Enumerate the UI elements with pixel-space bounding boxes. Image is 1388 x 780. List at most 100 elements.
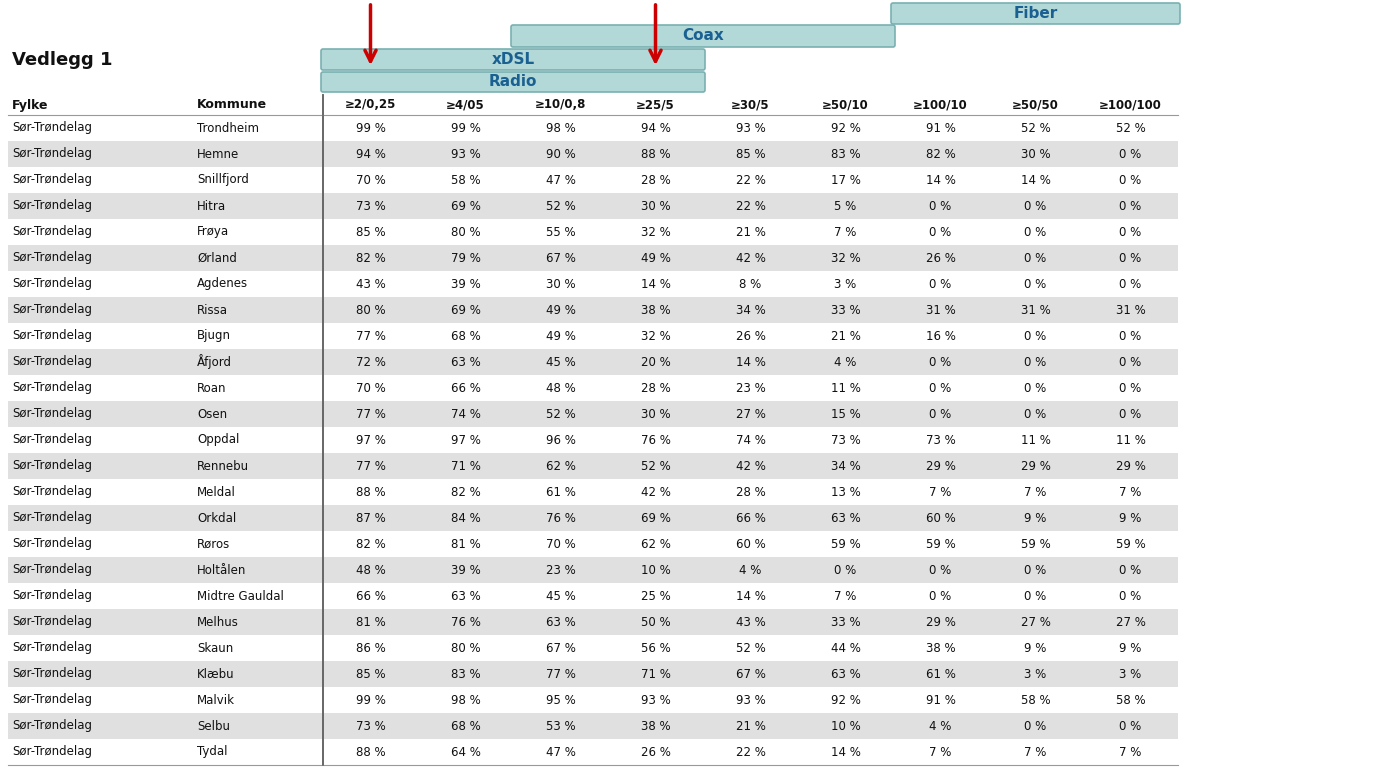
Text: Røros: Røros [197,537,230,551]
Text: 34 %: 34 % [736,303,765,317]
Bar [8,245,1178,271]
Text: 83 %: 83 % [830,147,861,161]
Text: 0 %: 0 % [1024,407,1047,420]
Text: Sør-Trøndelag: Sør-Trøndelag [12,278,92,290]
Text: Sør-Trøndelag: Sør-Trøndelag [12,147,92,161]
Text: 67 %: 67 % [545,641,576,654]
Text: ≥4/05: ≥4/05 [446,98,484,112]
Text: 29 %: 29 % [926,615,955,629]
Text: 49 %: 49 % [545,303,576,317]
Text: 13 %: 13 % [830,485,861,498]
Text: Kommune: Kommune [197,98,266,112]
Text: 60 %: 60 % [736,537,765,551]
Text: 0 %: 0 % [1119,225,1141,239]
Bar [8,349,1178,375]
Text: 93 %: 93 % [641,693,670,707]
Text: 59 %: 59 % [1116,537,1145,551]
Text: 15 %: 15 % [830,407,861,420]
Text: 80 %: 80 % [355,303,386,317]
Text: 9 %: 9 % [1119,641,1142,654]
Text: Sør-Trøndelag: Sør-Trøndelag [12,122,92,134]
Text: 39 %: 39 % [451,278,480,290]
Text: 64 %: 64 % [451,746,480,758]
Text: 11 %: 11 % [1020,434,1051,446]
Text: 71 %: 71 % [641,668,670,680]
Text: 76 %: 76 % [451,615,480,629]
Text: 14 %: 14 % [736,590,765,602]
Text: 62 %: 62 % [545,459,576,473]
Text: 25 %: 25 % [641,590,670,602]
Text: 94 %: 94 % [355,147,386,161]
Text: Fiber: Fiber [1013,6,1058,21]
Bar [8,661,1178,687]
Text: 79 %: 79 % [451,251,480,264]
Text: 26 %: 26 % [926,251,955,264]
Text: 73 %: 73 % [926,434,955,446]
Text: 0 %: 0 % [930,563,952,576]
Text: Rissa: Rissa [197,303,228,317]
Text: 0 %: 0 % [930,356,952,368]
Text: 0 %: 0 % [1119,329,1141,342]
Text: 0 %: 0 % [1119,147,1141,161]
Text: 48 %: 48 % [545,381,576,395]
Text: 84 %: 84 % [451,512,480,524]
Text: 66 %: 66 % [736,512,765,524]
Text: Radio: Radio [489,75,537,90]
Text: 52 %: 52 % [1020,122,1051,134]
Text: 29 %: 29 % [926,459,955,473]
Text: 61 %: 61 % [545,485,576,498]
Text: Oppdal: Oppdal [197,434,239,446]
Text: Sør-Trøndelag: Sør-Trøndelag [12,407,92,420]
Bar [8,609,1178,635]
Text: 52 %: 52 % [545,200,576,212]
Text: Sør-Trøndelag: Sør-Trøndelag [12,537,92,551]
Text: Selbu: Selbu [197,719,230,732]
Bar [8,505,1178,531]
Text: 4 %: 4 % [740,563,762,576]
Bar [8,713,1178,739]
Text: 39 %: 39 % [451,563,480,576]
Text: 85 %: 85 % [355,668,386,680]
Text: 30 %: 30 % [545,278,575,290]
Text: 42 %: 42 % [736,459,765,473]
Text: 43 %: 43 % [355,278,386,290]
Text: Sør-Trøndelag: Sør-Trøndelag [12,563,92,576]
Text: 0 %: 0 % [1119,381,1141,395]
Text: 77 %: 77 % [545,668,576,680]
Text: 85 %: 85 % [736,147,765,161]
Text: Sør-Trøndelag: Sør-Trøndelag [12,485,92,498]
Text: Sør-Trøndelag: Sør-Trøndelag [12,251,92,264]
Text: Bjugn: Bjugn [197,329,230,342]
Text: 31 %: 31 % [1116,303,1145,317]
Text: Meldal: Meldal [197,485,236,498]
Text: 7 %: 7 % [1119,746,1142,758]
Text: 69 %: 69 % [451,303,480,317]
Text: 52 %: 52 % [1116,122,1145,134]
Text: 38 %: 38 % [641,303,670,317]
Text: 0 %: 0 % [1119,563,1141,576]
Text: 99 %: 99 % [355,693,386,707]
Text: 61 %: 61 % [926,668,955,680]
Text: Hitra: Hitra [197,200,226,212]
Text: 0 %: 0 % [1024,563,1047,576]
Text: 0 %: 0 % [1119,278,1141,290]
Text: 77 %: 77 % [355,407,386,420]
Text: 80 %: 80 % [451,225,480,239]
Text: 32 %: 32 % [641,225,670,239]
Text: 22 %: 22 % [736,200,765,212]
Text: 58 %: 58 % [1116,693,1145,707]
Text: ≥50/50: ≥50/50 [1012,98,1059,112]
Text: 81 %: 81 % [451,537,480,551]
Text: Frøya: Frøya [197,225,229,239]
Text: 42 %: 42 % [736,251,765,264]
Text: 67 %: 67 % [545,251,576,264]
Text: 93 %: 93 % [451,147,480,161]
Text: Holtålen: Holtålen [197,563,247,576]
Text: Sør-Trøndelag: Sør-Trøndelag [12,459,92,473]
Text: 0 %: 0 % [930,225,952,239]
Text: 67 %: 67 % [736,668,765,680]
Text: 8 %: 8 % [740,278,762,290]
Text: 52 %: 52 % [641,459,670,473]
Text: 17 %: 17 % [830,173,861,186]
Text: 72 %: 72 % [355,356,386,368]
